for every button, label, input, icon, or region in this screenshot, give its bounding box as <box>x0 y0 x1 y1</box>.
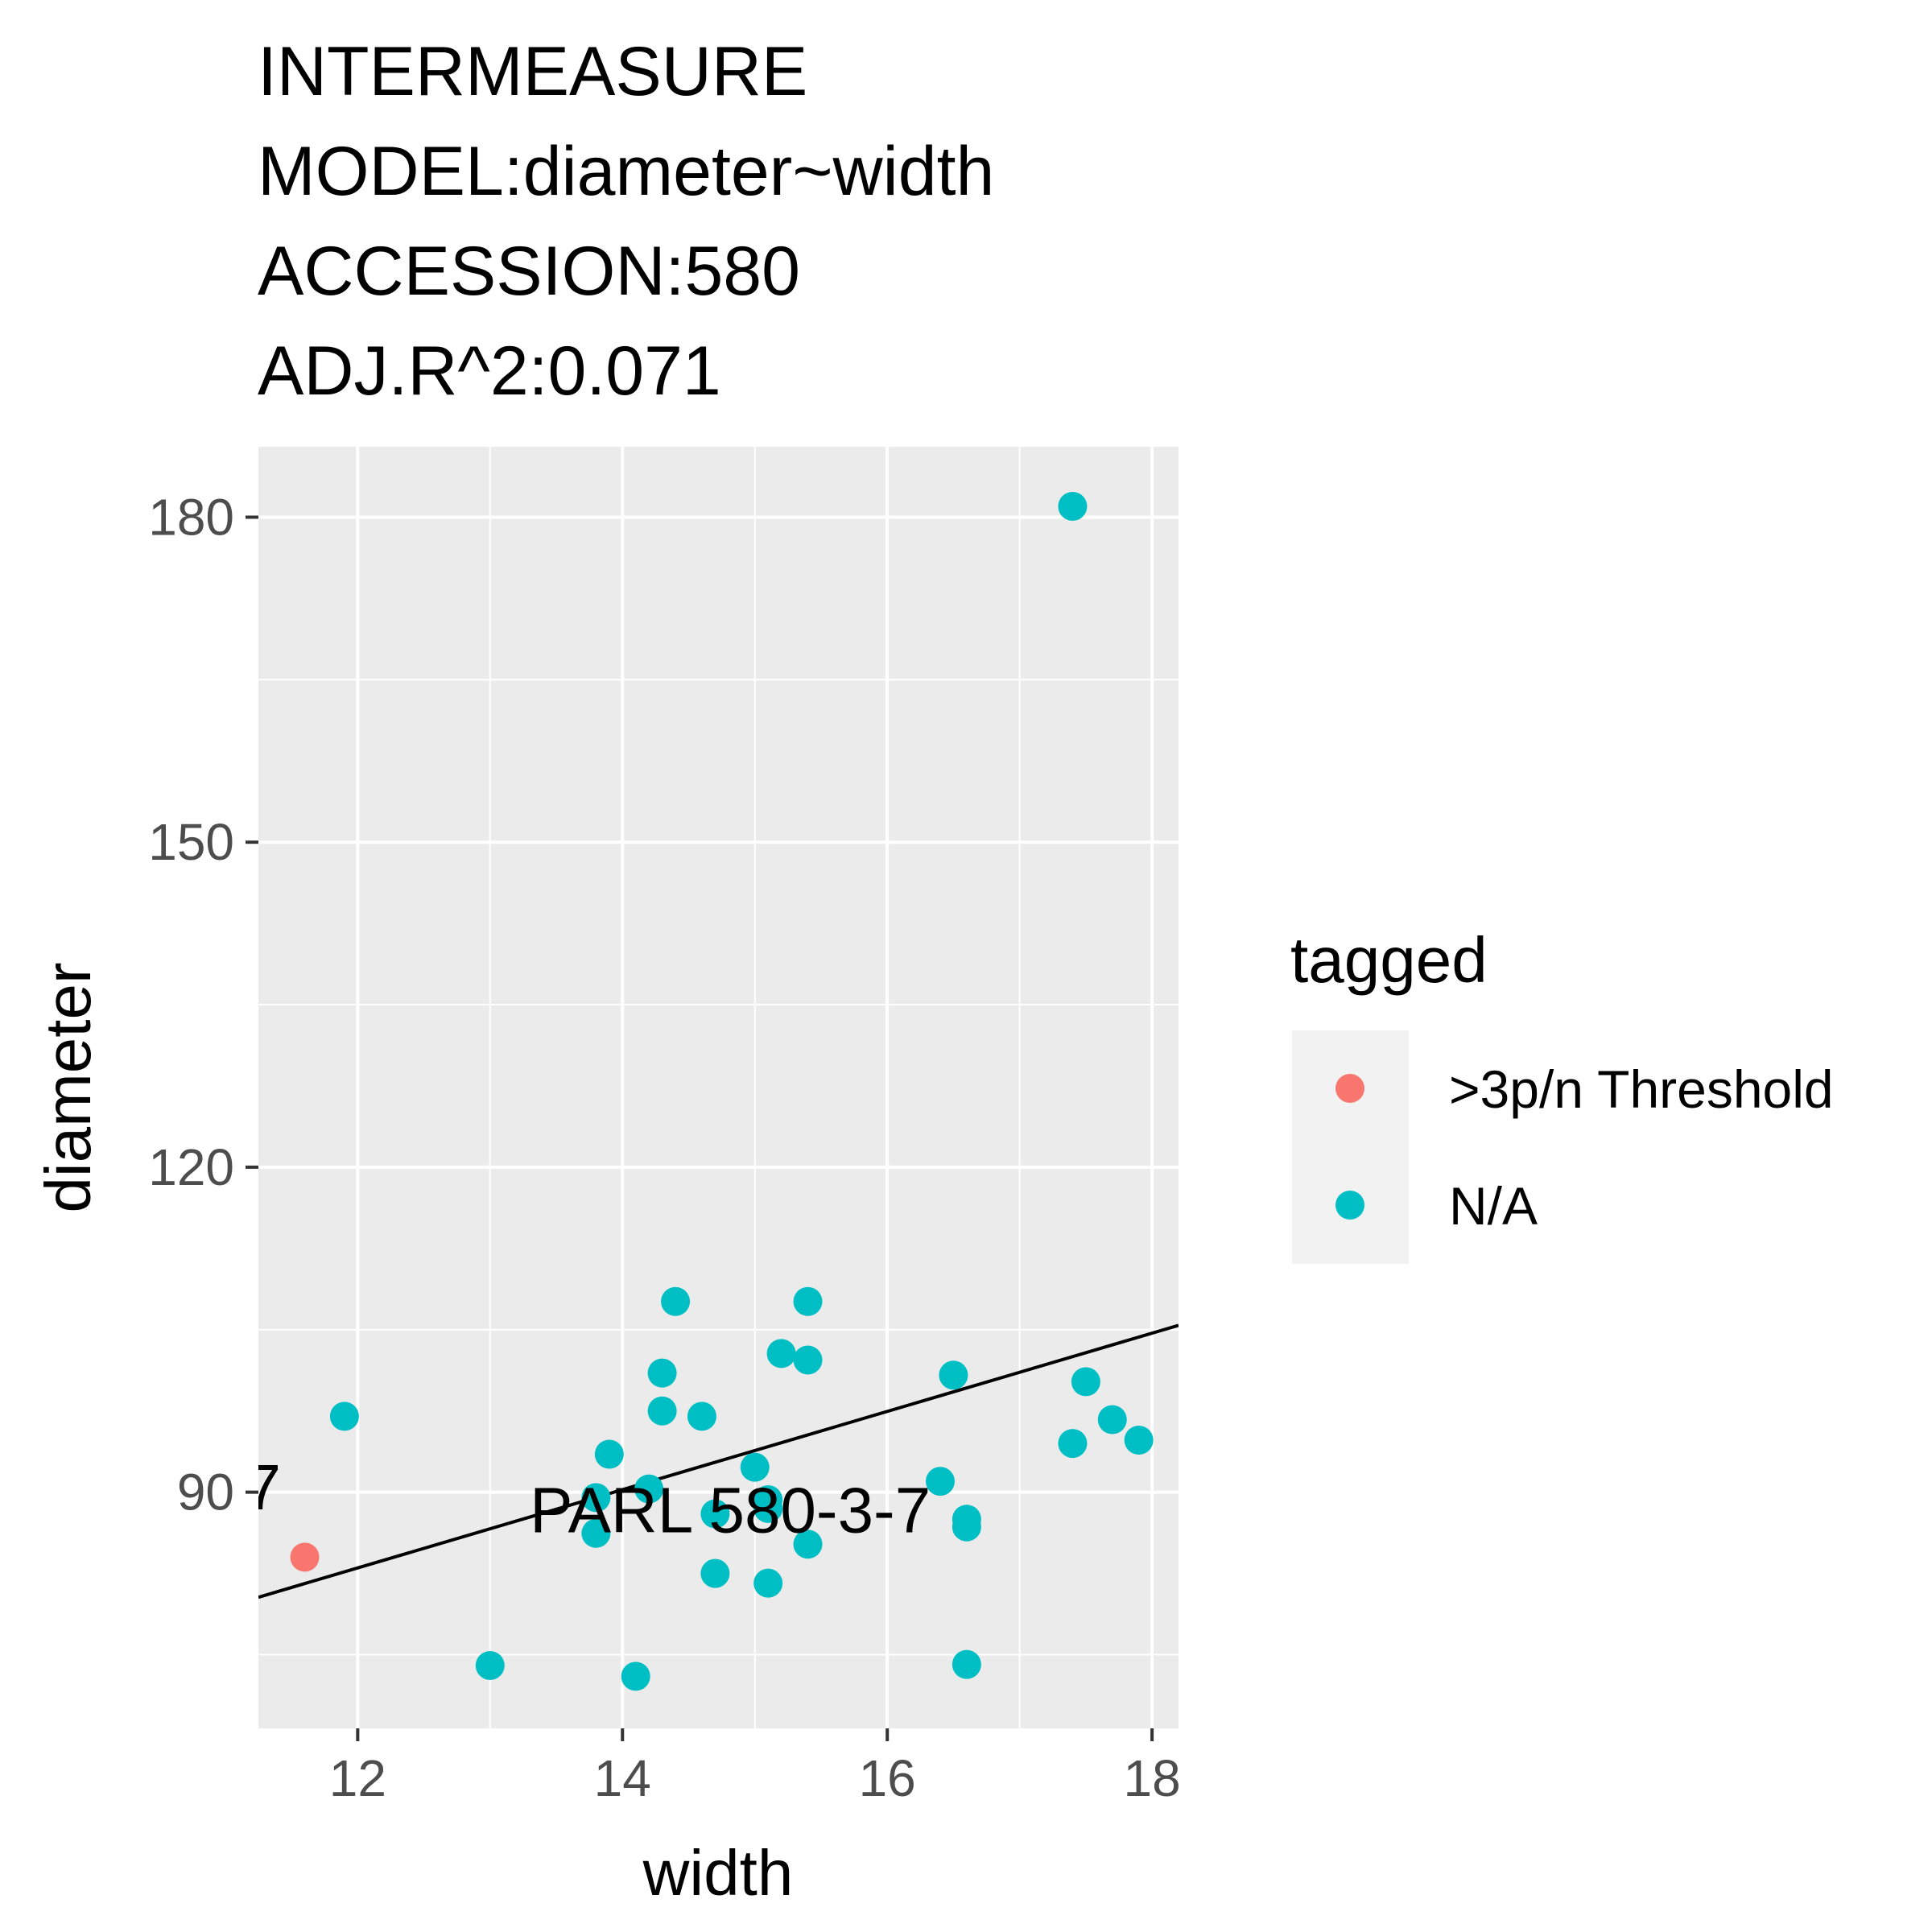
legend-label-threshold: >3p/n Threshold <box>1449 1059 1834 1119</box>
x-tick-label: 18 <box>1124 1749 1181 1807</box>
na-point <box>595 1440 624 1469</box>
legend-key-na <box>1335 1191 1364 1220</box>
x-axis: 12 14 16 18 <box>329 1728 1181 1807</box>
legend-title: tagged <box>1290 924 1488 996</box>
title-line-3: ACCESSION:580 <box>258 233 800 310</box>
na-point <box>939 1360 968 1389</box>
y-tick-label: 120 <box>148 1138 234 1196</box>
na-point <box>794 1345 823 1374</box>
na-point <box>753 1569 782 1598</box>
na-point <box>621 1662 650 1690</box>
na-point <box>648 1397 677 1426</box>
point-annotation-label: 7 <box>246 1451 282 1523</box>
na-point <box>687 1402 716 1430</box>
x-tick-label: 14 <box>594 1749 651 1807</box>
na-point <box>1058 492 1087 521</box>
title-line-2: MODEL:diameter~width <box>258 133 994 210</box>
legend-key-threshold <box>1335 1074 1364 1103</box>
na-point <box>794 1287 823 1316</box>
na-point <box>1058 1429 1087 1458</box>
y-axis-label: diameter <box>32 962 104 1212</box>
legend-keys-background <box>1292 1030 1409 1264</box>
title-line-4: ADJ.R^2:0.071 <box>258 332 721 410</box>
x-tick-label: 16 <box>859 1749 916 1807</box>
point-annotation-label: PARL 580-3-7 <box>530 1474 931 1546</box>
x-tick-label: 12 <box>329 1749 386 1807</box>
y-tick-label: 150 <box>148 813 234 871</box>
na-point <box>1098 1405 1127 1434</box>
na-point <box>952 1650 981 1679</box>
na-point <box>767 1339 796 1368</box>
legend-label-na: N/A <box>1449 1176 1538 1236</box>
na-point <box>648 1359 677 1388</box>
y-tick-label: 90 <box>177 1463 234 1521</box>
y-tick-label: 180 <box>148 488 234 546</box>
na-point <box>661 1287 690 1316</box>
threshold-point <box>291 1542 320 1571</box>
na-point <box>1125 1426 1154 1455</box>
na-point <box>952 1513 981 1542</box>
na-point <box>330 1402 359 1430</box>
y-axis: 90 120 150 180 <box>148 488 258 1521</box>
na-point <box>1071 1367 1100 1396</box>
na-point <box>700 1559 729 1588</box>
chart-title: INTERMEASURE MODEL:diameter~width ACCESS… <box>258 33 994 410</box>
title-line-1: INTERMEASURE <box>258 33 807 110</box>
na-point <box>476 1651 505 1680</box>
x-axis-label: width <box>642 1837 794 1909</box>
legend: tagged >3p/n Threshold N/A <box>1290 924 1834 1264</box>
